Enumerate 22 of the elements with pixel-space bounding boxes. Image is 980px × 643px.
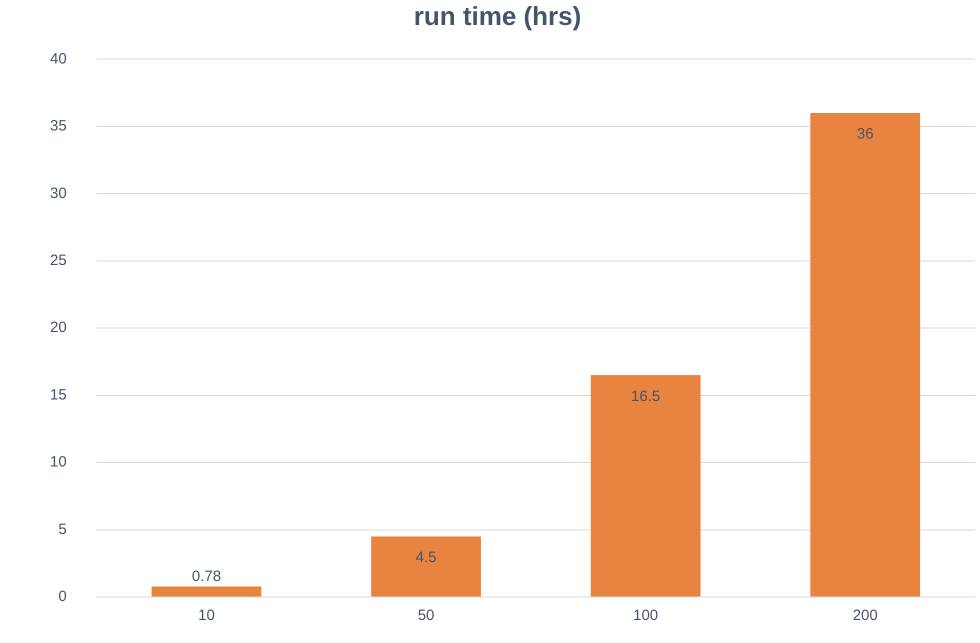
data-label: 16.5 — [631, 388, 660, 405]
data-label: 36 — [856, 126, 874, 143]
x-tick-label: 100 — [633, 607, 658, 624]
y-tick-label: 20 — [50, 319, 67, 336]
data-label: 4.5 — [416, 549, 436, 566]
x-tick-label: 10 — [198, 607, 215, 624]
y-tick-label: 35 — [50, 118, 67, 135]
x-tick-label: 200 — [852, 607, 878, 624]
y-tick-label: 5 — [58, 520, 67, 538]
y-tick-label: 40 — [50, 50, 67, 68]
y-tick-label: 10 — [50, 454, 67, 471]
y-tick-label: 30 — [50, 184, 67, 202]
data-label: 0.78 — [192, 568, 222, 586]
bar — [810, 112, 920, 596]
y-tick-label: 15 — [50, 386, 67, 404]
bar — [152, 586, 262, 596]
y-tick-label: 25 — [50, 252, 67, 270]
bar — [371, 536, 481, 596]
y-tick-label: 0 — [58, 588, 67, 606]
x-tick-label: 50 — [418, 607, 434, 624]
bar — [590, 375, 701, 596]
chart-title: run time (hrs) — [414, 0, 582, 31]
